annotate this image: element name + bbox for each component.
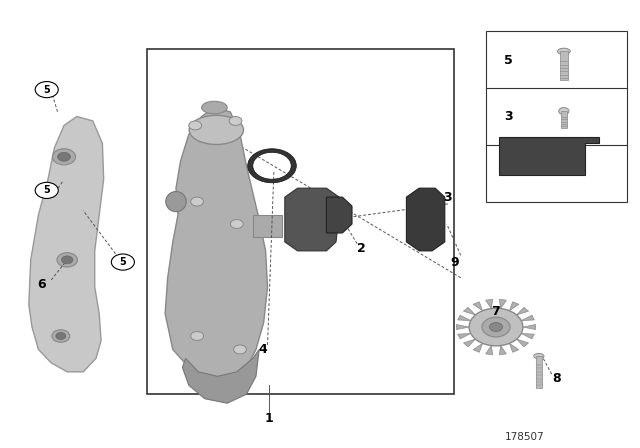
Circle shape: [35, 82, 58, 98]
Text: 3: 3: [444, 190, 452, 204]
Ellipse shape: [166, 192, 186, 212]
Bar: [253, 215, 282, 237]
Text: 1: 1: [264, 412, 273, 426]
Circle shape: [191, 197, 204, 206]
Polygon shape: [463, 307, 476, 315]
Ellipse shape: [557, 48, 570, 55]
Circle shape: [57, 253, 77, 267]
Polygon shape: [29, 116, 104, 372]
Polygon shape: [458, 333, 471, 339]
Ellipse shape: [534, 353, 544, 359]
Circle shape: [56, 332, 66, 340]
Ellipse shape: [189, 116, 244, 145]
Bar: [560, 52, 568, 81]
Bar: [486, 31, 627, 202]
Polygon shape: [406, 188, 445, 251]
Bar: [147, 49, 454, 394]
Polygon shape: [486, 299, 493, 309]
Text: 8: 8: [552, 372, 561, 385]
Polygon shape: [499, 137, 599, 175]
Polygon shape: [516, 307, 529, 315]
Circle shape: [469, 308, 523, 346]
Polygon shape: [486, 345, 493, 355]
Text: 4: 4: [258, 343, 267, 356]
Polygon shape: [523, 324, 536, 330]
Bar: [536, 356, 542, 388]
Circle shape: [61, 256, 73, 264]
Circle shape: [230, 220, 243, 228]
Polygon shape: [285, 188, 339, 251]
Circle shape: [234, 345, 246, 354]
Polygon shape: [326, 197, 352, 233]
Circle shape: [482, 317, 510, 337]
Circle shape: [229, 116, 242, 125]
Circle shape: [111, 254, 134, 270]
Polygon shape: [499, 299, 506, 309]
Circle shape: [35, 182, 58, 198]
Text: 2: 2: [357, 242, 366, 255]
Polygon shape: [458, 315, 471, 321]
Polygon shape: [509, 343, 519, 352]
Text: 6: 6: [37, 278, 46, 291]
Text: 5: 5: [44, 85, 50, 95]
Text: 5: 5: [120, 257, 126, 267]
Circle shape: [189, 121, 202, 130]
Circle shape: [191, 332, 204, 340]
Circle shape: [52, 330, 70, 342]
Circle shape: [52, 149, 76, 165]
Polygon shape: [473, 343, 483, 352]
Polygon shape: [473, 302, 483, 311]
Polygon shape: [516, 339, 529, 347]
Polygon shape: [463, 339, 476, 347]
Ellipse shape: [202, 101, 227, 114]
Ellipse shape: [559, 108, 569, 115]
Text: 5: 5: [44, 185, 50, 195]
Text: 7: 7: [492, 305, 500, 318]
Circle shape: [490, 323, 502, 332]
Bar: [561, 111, 567, 128]
Text: 178507: 178507: [505, 432, 545, 442]
Polygon shape: [521, 333, 534, 339]
Polygon shape: [165, 108, 268, 390]
Polygon shape: [182, 349, 259, 403]
Text: 3: 3: [504, 110, 513, 123]
Polygon shape: [521, 315, 534, 321]
Text: 5: 5: [504, 54, 513, 67]
Polygon shape: [499, 345, 506, 355]
Polygon shape: [509, 302, 519, 311]
Polygon shape: [456, 324, 469, 330]
Circle shape: [58, 152, 70, 161]
Text: 9: 9: [450, 255, 459, 269]
